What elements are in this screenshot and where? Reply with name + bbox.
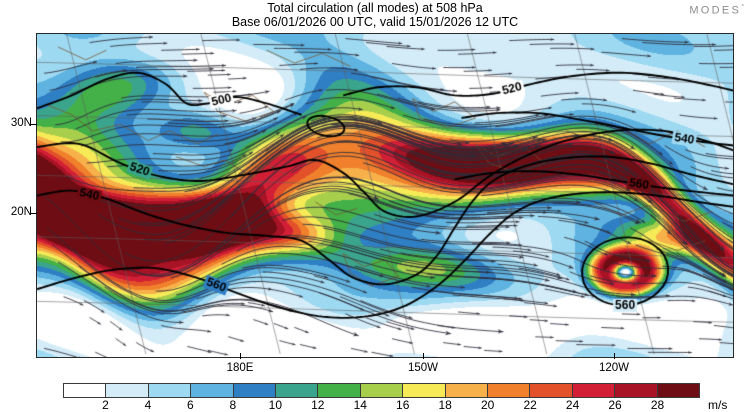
colorbar-band-10 <box>488 384 531 397</box>
lon-tick-120w <box>614 353 615 359</box>
colorbar-tick-20: 20 <box>480 398 495 412</box>
brand-name: MODES <box>689 4 742 17</box>
lat-label-20n: 20N <box>10 206 32 218</box>
colorbar-tick-2: 2 <box>102 398 109 412</box>
colorbar-units-label: m/s <box>708 398 728 412</box>
lat-label-30n: 30N <box>10 117 32 129</box>
colorbar-band-3 <box>191 384 234 397</box>
lon-label-150w: 150W <box>407 362 439 374</box>
colorbar-tick-26: 26 <box>608 398 622 412</box>
lon-label-120w: 120W <box>598 362 630 374</box>
colorbar-band-11 <box>530 384 573 397</box>
title-line-1: Total circulation (all modes) at 508 hPa <box>267 1 483 15</box>
colorbar-tick-28: 28 <box>650 398 665 412</box>
colorbar-tick-24: 24 <box>565 398 580 412</box>
colorbar-tick-8: 8 <box>229 398 237 412</box>
colorbar-band-6 <box>318 384 361 397</box>
colorbar-band-0 <box>64 384 107 397</box>
lon-tick-180e <box>240 353 241 359</box>
colorbar-tick-4: 4 <box>144 398 152 412</box>
colorbar-tick-12: 12 <box>311 398 325 412</box>
lat-tick-20n <box>31 213 37 214</box>
map-plot-area <box>36 33 734 358</box>
brand-mark: ° <box>741 4 744 11</box>
colorbar-tick-6: 6 <box>187 398 194 412</box>
colorbar-tick-10: 10 <box>268 398 282 412</box>
colorbar-band-2 <box>148 384 192 397</box>
lat-tick-30n <box>31 124 37 125</box>
weather-field-canvas <box>37 34 733 357</box>
lon-tick-150w <box>423 353 424 359</box>
colorbar-tick-16: 16 <box>396 398 410 412</box>
colorbar-tick-22: 22 <box>523 398 537 412</box>
colorbar-band-1 <box>106 384 149 397</box>
colorbar-band-8 <box>403 384 446 397</box>
colorbar-tick-14: 14 <box>353 398 367 412</box>
colorbar-band-14 <box>657 384 700 397</box>
colorbar-band-4 <box>233 384 277 397</box>
colorbar-band-9 <box>445 384 489 397</box>
colorbar-band-7 <box>360 384 404 397</box>
colorbar-band-5 <box>276 384 319 397</box>
modes-logo: MODES° <box>689 4 744 17</box>
colorbar-band-13 <box>615 384 658 397</box>
page-title: Total circulation (all modes) at 508 hPa… <box>0 1 750 29</box>
colorbar-band-12 <box>572 384 616 397</box>
colorbar-tick-18: 18 <box>438 398 452 412</box>
colorbar <box>63 383 700 398</box>
title-line-2: Base 06/01/2026 00 UTC, valid 15/01/2026… <box>231 15 519 29</box>
lon-label-180e: 180E <box>226 362 254 374</box>
